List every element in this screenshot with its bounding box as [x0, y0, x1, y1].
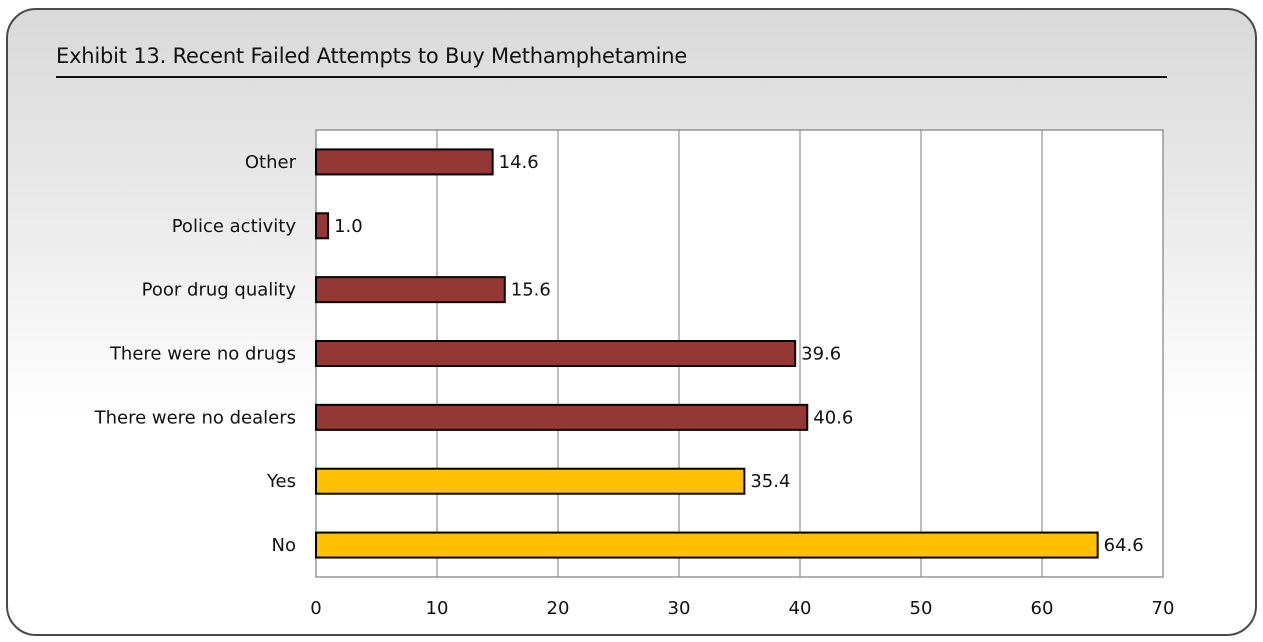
- data-label: 1.0: [334, 216, 363, 237]
- x-tick-label: 30: [668, 598, 691, 619]
- data-label: 35.4: [750, 471, 790, 492]
- category-label: Other: [245, 152, 297, 173]
- data-label: 40.6: [813, 407, 853, 428]
- bar: [315, 403, 809, 431]
- bar: [315, 212, 330, 240]
- title-underline: [56, 76, 1167, 78]
- bar: [315, 148, 494, 176]
- chart-title: Exhibit 13. Recent Failed Attempts to Bu…: [56, 44, 688, 68]
- category-label: Poor drug quality: [142, 280, 297, 301]
- x-tick-label: 10: [426, 598, 449, 619]
- data-label: 64.6: [1104, 535, 1144, 556]
- category-label: No: [272, 535, 296, 556]
- x-tick-label: 20: [547, 598, 570, 619]
- x-tick-label: 70: [1152, 598, 1175, 619]
- x-tick-label: 40: [789, 598, 812, 619]
- category-label: Police activity: [172, 216, 297, 237]
- x-tick-label: 50: [910, 598, 933, 619]
- data-label: 15.6: [511, 280, 551, 301]
- data-label: 39.6: [801, 344, 841, 365]
- data-label: 14.6: [499, 152, 539, 173]
- bar: [315, 531, 1099, 559]
- category-label: There were no dealers: [94, 407, 296, 428]
- category-label: Yes: [266, 471, 296, 492]
- x-tick-label: 60: [1031, 598, 1054, 619]
- plot-area: 0 10 20 30 40 50 60 70 Other 14.6 Police activity 1…: [94, 129, 1175, 619]
- bar: [315, 467, 746, 495]
- category-label: There were no drugs: [109, 344, 296, 365]
- bar: [315, 276, 506, 304]
- bar: [315, 340, 797, 367]
- x-tick-label: 0: [310, 598, 321, 619]
